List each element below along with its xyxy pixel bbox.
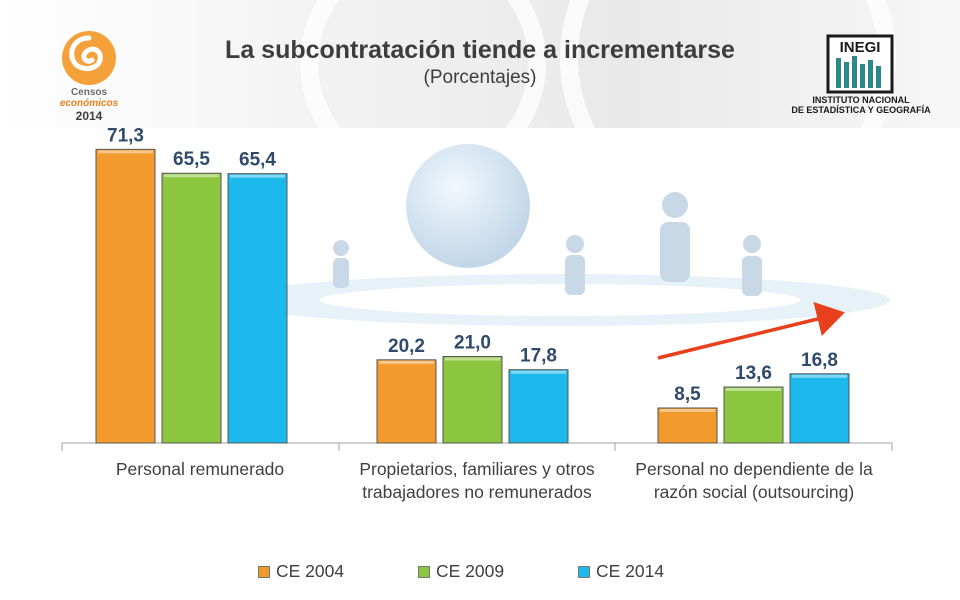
logo-left-line2: económicos [59, 98, 119, 109]
legend-label: CE 2004 [276, 561, 345, 581]
logo-left-line1: Censos [70, 87, 108, 98]
data-label: 20,2 [388, 336, 425, 357]
bar-highlight [230, 174, 285, 178]
legend-swatch-ce2009 [418, 565, 430, 578]
bar-highlight [379, 360, 434, 364]
bar-highlight [164, 174, 219, 178]
trend-arrow [657, 301, 845, 360]
censos-economicos-logo: Censos económicos 2014 [54, 28, 124, 124]
logo-left-line3: 2014 [75, 109, 103, 123]
legend-item: CE 2009 [418, 561, 504, 582]
legend-swatch-ce2014 [578, 565, 590, 578]
censos-swirl-icon [62, 31, 116, 85]
bar-ce-2009 [442, 356, 503, 444]
data-label: 71,3 [107, 125, 144, 146]
legend-item: CE 2014 [578, 561, 664, 582]
legend-item: CE 2004 [258, 561, 344, 582]
data-label: 65,4 [239, 150, 276, 171]
bar-ce-2009 [723, 386, 784, 444]
bar-highlight [792, 374, 847, 378]
category-label: Personal remunerado [115, 459, 285, 479]
inegi-name-line1: INSTITUTO NACIONAL [812, 95, 910, 105]
category-label: Personal no dependiente de la razón soci… [635, 459, 873, 502]
globe-icon [406, 144, 530, 268]
legend-swatch-ce2004 [258, 565, 270, 578]
chart-legend: CE 2004 CE 2009 CE 2014 [0, 561, 960, 585]
data-label: 8,5 [674, 384, 701, 405]
bar-highlight [726, 387, 781, 391]
data-labels-group: 71,3 20,2 8,5 65,5 21,0 13,6 65,4 17,8 16,8 [107, 125, 838, 405]
inegi-brand-text: INEGI [840, 39, 881, 56]
bar-ce-2004 [95, 148, 156, 444]
inegi-emblem-icon: INEGI [826, 34, 894, 94]
bars-group [95, 148, 850, 444]
data-label: 21,0 [454, 333, 491, 354]
data-label: 65,5 [173, 149, 210, 170]
data-label: 13,6 [735, 363, 772, 384]
inegi-logo: INEGI INSTITUTO NACIONAL DE ESTADÍSTICA … [786, 34, 936, 120]
page-title: La subcontratación tiende a incrementars… [225, 36, 735, 64]
bar-ce-2009 [161, 172, 222, 444]
bar-highlight [511, 370, 566, 374]
background-illustration [230, 144, 890, 326]
platform-ring-inner [320, 284, 800, 316]
category-label: Propietarios, familiares y otros trabaja… [359, 459, 595, 502]
bar-ce-2014 [789, 373, 850, 444]
business-person-icon [333, 192, 762, 296]
bar-ce-2004 [376, 359, 437, 444]
data-label: 17,8 [520, 346, 557, 367]
bar-highlight [98, 150, 153, 154]
bar-ce-2014 [508, 369, 569, 444]
inegi-name-line2: DE ESTADÍSTICA Y GEOGRAFÍA [791, 105, 931, 115]
legend-label: CE 2014 [596, 561, 665, 581]
bar-highlight [660, 408, 715, 412]
bar-ce-2014 [227, 173, 288, 444]
data-label: 16,8 [801, 350, 838, 371]
legend-label: CE 2009 [436, 561, 505, 581]
bar-ce-2004 [657, 407, 718, 444]
bar-highlight [445, 357, 500, 361]
page-subtitle: (Porcentajes) [423, 67, 537, 88]
